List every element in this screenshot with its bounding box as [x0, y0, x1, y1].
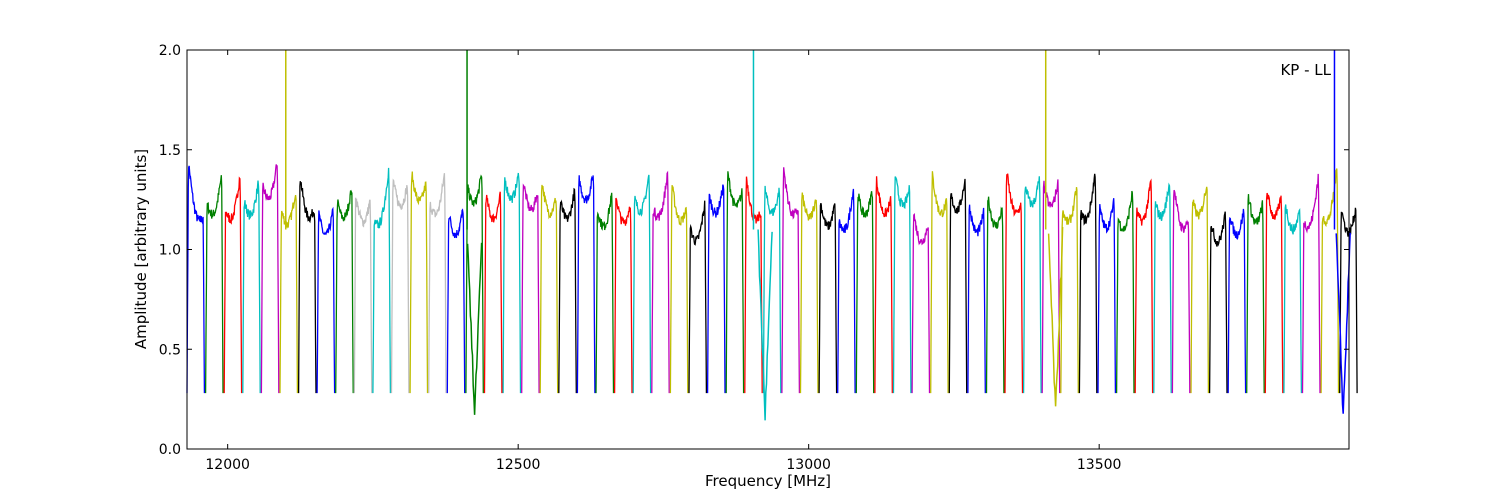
channel-trace: [372, 167, 392, 394]
channel-trace: [1078, 173, 1098, 394]
y-axis-label: Amplitude [arbitrary units]: [132, 149, 150, 349]
channel-trace: [539, 184, 559, 394]
channel-trace: [1115, 190, 1135, 394]
y-tick-label: 0.5: [159, 342, 181, 358]
channel-trace: [502, 172, 522, 394]
channel-trace: [1134, 178, 1154, 394]
channel-trace: [242, 180, 261, 394]
channel-trace: [1301, 173, 1321, 394]
channel-trace: [483, 191, 503, 394]
channel-trace: [186, 165, 206, 394]
channel-trace: [781, 167, 801, 394]
channel-trace: [297, 181, 317, 394]
channel-trace: [204, 175, 224, 394]
channel-trace: [762, 185, 782, 394]
channel-trace: [353, 197, 373, 394]
channel-trace: [651, 170, 670, 394]
channel-trace: [595, 192, 615, 394]
channel-trace: [465, 174, 484, 394]
channel-trace: [985, 196, 1005, 394]
channel-trace: [1208, 211, 1228, 394]
y-tick-label: 1.5: [159, 143, 181, 159]
channel-trace: [279, 194, 299, 394]
channel-trace: [428, 173, 447, 394]
y-tick-label: 2.0: [159, 43, 181, 59]
channel-trace: [1153, 182, 1172, 394]
channel-trace: [1227, 208, 1247, 394]
channel-trace: [1320, 168, 1340, 394]
channel-trace: [1171, 189, 1191, 394]
x-tick-label: 13000: [786, 457, 831, 473]
channel-trace: [1339, 207, 1358, 394]
channel-trace: [335, 189, 354, 394]
channel-trace: [706, 184, 726, 394]
channel-trace: [558, 187, 577, 394]
channel-trace: [1097, 198, 1117, 394]
channel-trace: [911, 213, 931, 394]
channel-trace: [892, 176, 912, 394]
channel-trace: [1190, 186, 1210, 394]
x-tick-label: 13500: [1077, 457, 1122, 473]
plot-frame: [186, 49, 1350, 450]
channel-trace: [390, 178, 410, 394]
channel-trace: [632, 174, 652, 394]
channel-trace: [930, 171, 949, 394]
channel-trace: [948, 178, 968, 394]
channel-trace: [688, 200, 708, 394]
channel-trace: [1283, 204, 1303, 394]
channel-trace: [1246, 194, 1265, 394]
x-axis-label: Frequency [MHz]: [705, 472, 831, 490]
channel-trace: [316, 206, 336, 394]
channel-trace: [1004, 173, 1024, 394]
channel-trace: [855, 191, 875, 394]
channel-trace: [446, 208, 466, 394]
channel-trace: [818, 202, 838, 394]
channel-trace: [967, 204, 986, 394]
channel-trace: [260, 164, 280, 394]
channel-trace: [669, 185, 689, 394]
channel-trace: [1022, 176, 1042, 394]
channel-trace: [799, 192, 819, 394]
channel-trace: [223, 176, 243, 394]
ticks-layer: 12000 12500 13000 13500 0.0 0.5 1.0 1.5 2.0: [159, 43, 1349, 473]
channel-trace: [837, 188, 856, 394]
y-tick-label: 1.0: [159, 243, 181, 259]
dip-trace: [1335, 232, 1351, 414]
x-tick-label: 12500: [496, 457, 541, 473]
dip-trace: [466, 242, 483, 415]
x-tick-label: 12000: [205, 457, 250, 473]
annotation-label: KP - LL: [1280, 61, 1331, 79]
channel-trace: [725, 171, 745, 394]
channel-trace: [1264, 192, 1284, 394]
plot-layer: [186, 50, 1358, 421]
channel-trace: [521, 183, 540, 394]
channel-trace: [874, 176, 893, 394]
channel-trace: [1060, 187, 1079, 394]
channel-trace: [576, 175, 596, 394]
dip-trace: [757, 229, 773, 421]
channel-trace: [613, 197, 633, 394]
dip-trace: [1047, 226, 1064, 407]
y-tick-label: 0.0: [159, 442, 181, 458]
channel-trace: [409, 171, 429, 394]
